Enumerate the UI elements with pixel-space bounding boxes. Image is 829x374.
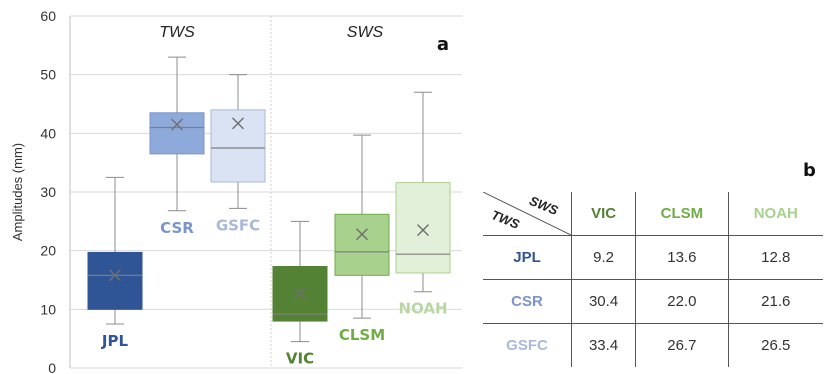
- mean-marker: [417, 224, 429, 237]
- row-header: JPL: [483, 235, 572, 280]
- corner-diagonal: [483, 192, 571, 235]
- group-label: TWS: [159, 24, 195, 41]
- series-label-jpl: JPL: [101, 332, 129, 350]
- series-label-vic: VIC: [286, 350, 314, 368]
- y-tick-label: 50: [40, 67, 56, 83]
- y-tick-label: 0: [48, 360, 56, 374]
- table-cell: 12.8: [727, 235, 823, 280]
- y-tick-label: 60: [40, 8, 56, 24]
- table-cell: 21.6: [727, 279, 823, 324]
- table-cell: 30.4: [570, 279, 637, 324]
- table-cell: 22.0: [635, 279, 729, 324]
- y-tick-label: 10: [40, 301, 56, 317]
- table-cell: 9.2: [570, 235, 637, 280]
- box-noah: [395, 182, 451, 274]
- mean-marker: [294, 286, 306, 299]
- y-tick-label: 20: [40, 243, 56, 259]
- mean-marker: [356, 228, 368, 241]
- mean-marker: [171, 118, 183, 131]
- table-row: CSR 30.4 22.0 21.6: [483, 279, 823, 324]
- amplitude-matrix-table: SWS TWS VIC CLSM NOAH JPL 9.2 13.6 12.8 …: [483, 192, 829, 374]
- column-header: NOAH: [727, 192, 823, 236]
- table-row: JPL 9.2 13.6 12.8: [483, 235, 823, 280]
- table-corner-cell: SWS TWS: [483, 192, 572, 236]
- mean-marker: [109, 269, 121, 282]
- box-csr: [149, 112, 205, 155]
- column-header: CLSM: [635, 192, 729, 236]
- matrix-table: SWS TWS VIC CLSM NOAH JPL 9.2 13.6 12.8 …: [483, 192, 823, 367]
- table-cell: 33.4: [570, 323, 637, 367]
- series-label-csr: CSR: [160, 219, 194, 237]
- column-header: VIC: [570, 192, 637, 236]
- box-clsm: [334, 213, 390, 276]
- panel-label-b: b: [803, 160, 816, 181]
- y-axis-label: Amplitudes (mm): [10, 143, 25, 241]
- table-cell: 26.5: [727, 323, 823, 367]
- box-jpl: [87, 251, 143, 310]
- panel-label-a: a: [437, 34, 449, 55]
- mean-marker: [232, 117, 244, 130]
- series-label-clsm: CLSM: [339, 326, 385, 344]
- group-label: SWS: [347, 24, 384, 41]
- row-header: GSFC: [483, 323, 572, 367]
- row-header: CSR: [483, 279, 572, 324]
- boxplot-panel-a: 0 10 20 30 40 50 60 Amplitudes (mm) TWS SWS a JPL CS…: [10, 8, 462, 374]
- y-tick-label: 40: [40, 125, 56, 141]
- table-cell: 13.6: [635, 235, 729, 280]
- table-row: GSFC 33.4 26.7 26.5: [483, 323, 823, 367]
- table-header-row: SWS TWS VIC CLSM NOAH: [483, 192, 823, 236]
- table-cell: 26.7: [635, 323, 729, 367]
- series-label-gsfc: GSFC: [216, 216, 260, 234]
- y-tick-label: 30: [40, 184, 56, 200]
- box-gsfc: [210, 109, 266, 183]
- series-label-noah: NOAH: [398, 300, 447, 318]
